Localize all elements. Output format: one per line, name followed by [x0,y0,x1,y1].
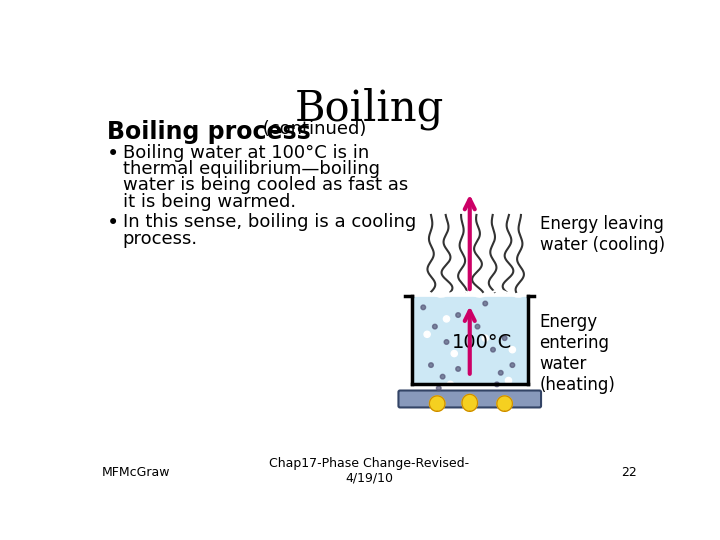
Text: it is being warmed.: it is being warmed. [122,193,296,211]
Circle shape [436,386,441,390]
Circle shape [421,305,426,309]
Text: (continued): (continued) [256,120,366,138]
Circle shape [456,313,461,318]
Circle shape [433,325,437,329]
Circle shape [447,381,454,387]
Text: Chap17-Phase Change-Revised-
4/19/10: Chap17-Phase Change-Revised- 4/19/10 [269,457,469,484]
Text: Boiling: Boiling [294,88,444,130]
Text: MFMcGraw: MFMcGraw [102,467,170,480]
Circle shape [451,350,457,356]
Text: process.: process. [122,230,198,247]
Circle shape [444,340,449,345]
Circle shape [509,347,516,353]
Text: In this sense, boiling is a cooling: In this sense, boiling is a cooling [122,213,416,232]
Circle shape [482,335,488,341]
Circle shape [441,374,445,379]
Text: thermal equilibrium—boiling: thermal equilibrium—boiling [122,160,379,178]
Circle shape [444,316,449,322]
Polygon shape [497,396,513,411]
Circle shape [475,325,480,329]
Polygon shape [429,396,445,411]
Circle shape [503,336,507,340]
Circle shape [498,370,503,375]
FancyBboxPatch shape [398,390,541,408]
Circle shape [495,382,499,387]
Circle shape [428,363,433,367]
Polygon shape [462,394,477,411]
Text: Boiling process: Boiling process [107,120,311,144]
Text: Energy
entering
water
(heating): Energy entering water (heating) [539,313,616,394]
Circle shape [424,331,431,338]
Text: •: • [107,213,120,233]
Text: 22: 22 [621,467,636,480]
Circle shape [505,377,512,383]
Circle shape [490,347,495,352]
Circle shape [483,301,487,306]
Circle shape [456,367,461,372]
Text: water is being cooled as fast as: water is being cooled as fast as [122,177,408,194]
Text: Boiling water at 100°C is in: Boiling water at 100°C is in [122,144,369,162]
Text: •: • [107,144,120,164]
Bar [412,296,528,384]
Text: 100°C: 100°C [452,333,513,352]
Text: Energy leaving
water (cooling): Energy leaving water (cooling) [539,215,665,254]
Circle shape [510,363,515,367]
